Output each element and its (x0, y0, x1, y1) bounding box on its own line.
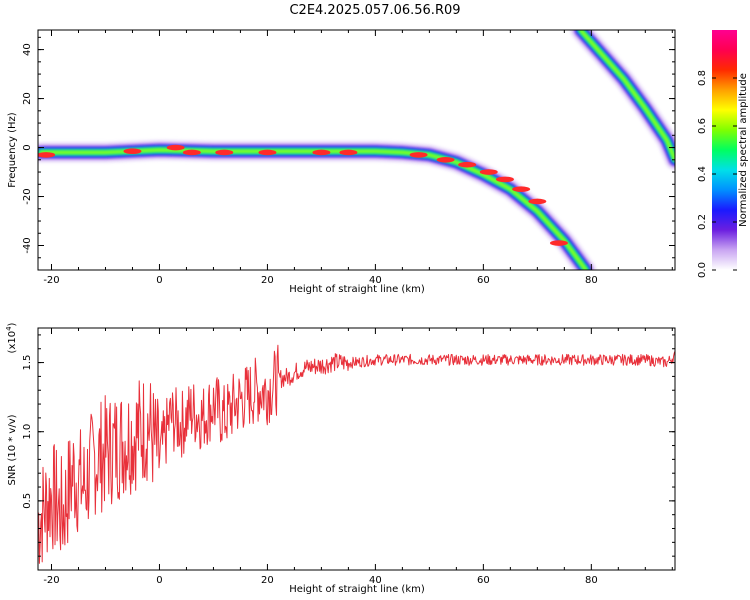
spectrogram-y-ticks: -40 -20 0 20 40 (22, 36, 675, 271)
y-tick-label: 40 (22, 43, 33, 56)
snr-scale-exponent: 4 (5, 326, 13, 331)
snr-scale-factor: (x104) (5, 322, 18, 353)
snr-frame (37, 327, 676, 571)
spectrogram-hot-spot (549, 240, 568, 246)
spectrogram-hot-spot (409, 152, 428, 158)
spectrogram-hot-spot (182, 149, 201, 156)
spectrogram-hot-spot (166, 144, 185, 151)
x-tick-label: 80 (585, 275, 598, 286)
x-tick-label: 20 (261, 575, 274, 586)
spectrogram-hot-spot (312, 149, 331, 156)
spectrogram-band-main (39, 148, 588, 270)
spectrogram-x-ticks: -20 0 20 40 60 80 (43, 30, 673, 286)
colorbar-tick-label: 0.6 (697, 118, 708, 134)
spectrogram-hot-spot (528, 198, 547, 205)
x-tick-label: 20 (261, 275, 274, 286)
snr-scale-prefix: (x10 (7, 331, 18, 354)
snr-y-ticks: 0.5 1.0 1.5 (22, 334, 675, 571)
colorbar-gradient (712, 30, 737, 270)
x-tick-label: -20 (43, 275, 59, 286)
spectrogram-hot-spot (436, 156, 455, 163)
spectrogram-hot-spot (512, 186, 531, 192)
snr-series-line (38, 344, 675, 564)
x-tick-label: 40 (369, 275, 382, 286)
snr-x-label: Height of straight line (km) (289, 584, 425, 595)
snr-x-ticks: -20 0 20 40 60 80 (43, 328, 673, 586)
spectrogram-hot-spot (258, 149, 277, 156)
x-tick-label: 0 (156, 575, 162, 586)
x-tick-label: 40 (369, 575, 382, 586)
spectrogram-y-label: Frequency (Hz) (7, 112, 18, 188)
spectrogram-hot-spot (495, 176, 514, 183)
x-tick-label: 80 (585, 575, 598, 586)
y-tick-label: -20 (22, 188, 33, 204)
figure-title: C2E4.2025.057.06.56.R09 (289, 3, 460, 18)
y-tick-label: 1.0 (22, 424, 33, 440)
spectrogram-hot-spot (479, 169, 498, 175)
y-tick-label: -40 (22, 237, 33, 253)
y-tick-label: 20 (22, 92, 33, 105)
svg-text:(x104): (x104) (5, 322, 18, 353)
x-tick-label: -20 (43, 575, 59, 586)
snr-scale-close: ) (7, 322, 18, 326)
colorbar-label: Normalized spectral amplitude (738, 73, 749, 227)
colorbar-tick-label: 0.8 (697, 70, 708, 86)
colorbar-tick-label: 0.0 (697, 262, 708, 278)
spectrogram-hot-spot (123, 148, 142, 155)
x-tick-label: 60 (477, 575, 490, 586)
y-tick-label: 0 (22, 144, 33, 150)
spectrogram-hot-spot (38, 152, 56, 158)
spectrogram-hot-spot (215, 149, 234, 156)
spectrogram-marks (38, 30, 675, 270)
spectrogram-hot-spot (458, 161, 477, 168)
x-tick-label: 0 (156, 275, 162, 286)
colorbar-tick-label: 0.2 (697, 214, 708, 230)
snr-y-label: SNR (10 * v/v) (7, 414, 18, 485)
spectrogram-panel: -20 0 20 40 60 80 -40 -20 0 20 40 Height of strai… (7, 29, 676, 295)
y-tick-label: 1.5 (22, 355, 33, 371)
colorbar-ticks: 0.0 0.2 0.4 0.6 0.8 (697, 70, 737, 278)
spectrogram-frame (37, 29, 676, 271)
snr-panel: -20 0 20 40 60 80 0.5 1.0 1.5 Height of straigh… (5, 322, 676, 595)
spectrogram-x-label: Height of straight line (km) (289, 284, 425, 295)
spectrogram-hot-spot (339, 149, 358, 156)
colorbar: 0.0 0.2 0.4 0.6 0.8 Normalized spectral ampl… (697, 30, 749, 278)
y-tick-label: 0.5 (22, 493, 33, 509)
colorbar-tick-label: 0.4 (697, 166, 708, 182)
spectrogram-band-secondary (579, 30, 675, 162)
x-tick-label: 60 (477, 275, 490, 286)
